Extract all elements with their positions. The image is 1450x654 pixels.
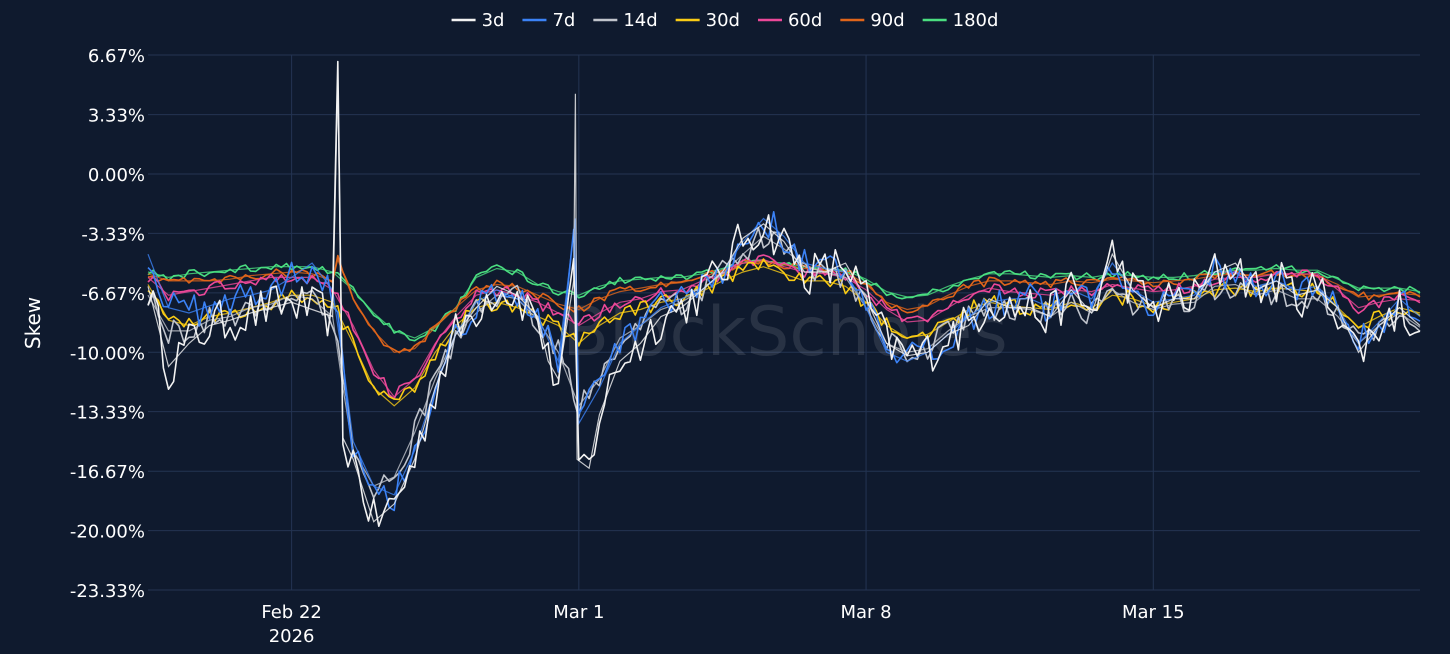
x-tick-label: Feb 22 (261, 602, 322, 623)
legend-item-180d[interactable]: 180d (922, 10, 999, 31)
series-line-7d (147, 211, 1421, 512)
y-tick-label: 3.33% (88, 106, 145, 127)
y-tick-label: -3.33% (81, 224, 145, 245)
x-tick-label: Mar 15 (1122, 602, 1185, 623)
y-tick-label: 6.67% (88, 46, 145, 67)
series-trend-30d (147, 266, 1421, 407)
legend-item-14d[interactable]: 14d (593, 10, 658, 31)
series-lines (147, 60, 1421, 527)
legend-label: 60d (788, 10, 822, 31)
y-tick-label: -23.33% (70, 581, 145, 602)
legend-item-3d[interactable]: 3d (451, 10, 505, 31)
y-axis: 6.67% 3.33% 0.00% -3.33% -6.67% -10.00% -13.33… (70, 46, 145, 602)
y-tick-label: 0.00% (88, 165, 145, 186)
legend-item-60d[interactable]: 60d (757, 10, 822, 31)
x-axis: Feb 22 2026 Mar 1 Mar 8 Mar 15 (261, 602, 1184, 647)
legend-label: 3d (482, 10, 505, 31)
x-tick-label: Mar 8 (840, 602, 891, 623)
legend-label: 30d (706, 10, 740, 31)
legend-label: 90d (870, 10, 904, 31)
x-tick-label: Mar 1 (553, 602, 604, 623)
y-tick-label: -20.00% (70, 522, 145, 543)
legend-item-7d[interactable]: 7d (522, 10, 575, 31)
legend[interactable]: 3d 7d 14d 30d 60d 90d 180d (451, 10, 999, 31)
y-tick-label: -6.67% (81, 284, 145, 305)
y-tick-label: -13.33% (70, 403, 145, 424)
legend-label: 7d (552, 10, 575, 31)
legend-item-30d[interactable]: 30d (675, 10, 740, 31)
x-tick-sublabel: 2026 (269, 626, 315, 647)
legend-label: 180d (953, 10, 999, 31)
y-axis-label: Skew (21, 297, 45, 349)
legend-label: 14d (623, 10, 657, 31)
legend-item-90d[interactable]: 90d (840, 10, 905, 31)
y-tick-label: -16.67% (70, 462, 145, 483)
series-trend-7d (147, 217, 1421, 496)
y-tick-label: -10.00% (70, 343, 145, 364)
series-trend-3d (147, 79, 1421, 523)
grid (148, 54, 1420, 591)
